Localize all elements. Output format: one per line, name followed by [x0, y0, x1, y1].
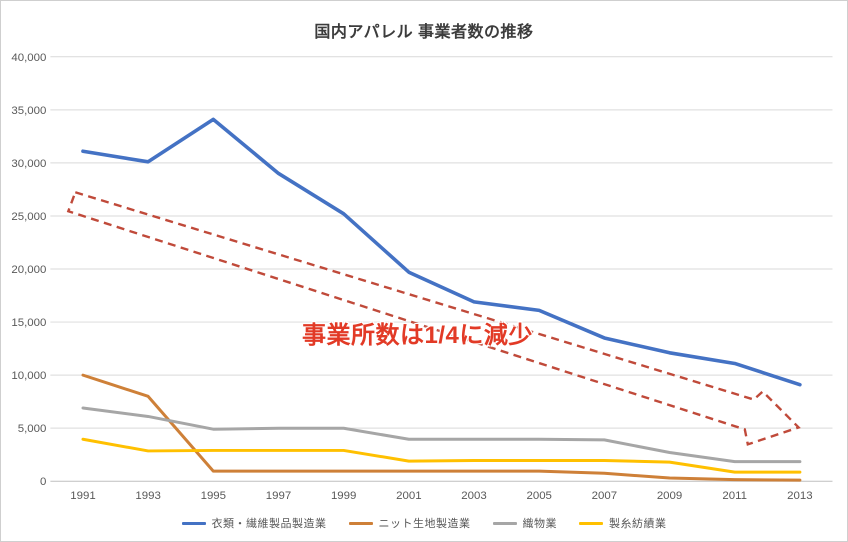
y-tick-label: 25,000	[11, 211, 46, 223]
y-tick-label: 15,000	[11, 317, 46, 329]
series-line-3	[81, 437, 802, 474]
series-line-2	[81, 406, 802, 464]
x-tick-label: 1995	[201, 490, 226, 502]
legend-label: ニット生地製造業	[378, 518, 471, 530]
legend-line-swatch	[492, 521, 517, 525]
legend-line-swatch	[579, 521, 603, 525]
x-tick-label: 1991	[70, 490, 95, 502]
y-tick-label: 0	[40, 476, 46, 488]
legend-label: 製糸紡績業	[609, 518, 667, 530]
x-tick-label: 2013	[787, 490, 812, 502]
x-tick-label: 2003	[461, 490, 486, 502]
y-tick-label: 35,000	[11, 105, 46, 117]
legend-line-swatch	[348, 521, 373, 525]
x-tick-label: 2009	[657, 490, 682, 502]
y-tick-label: 10,000	[11, 370, 46, 382]
y-tick-label: 30,000	[11, 158, 46, 170]
legend-label: 織物業	[522, 518, 557, 530]
x-tick-label: 2005	[526, 490, 551, 502]
y-tick-label: 20,000	[11, 264, 46, 276]
y-tick-label: 40,000	[11, 52, 46, 64]
series-line-0	[81, 117, 802, 387]
legend-item-2: 織物業	[492, 515, 558, 531]
legend-item-0: 衣類・繊維製品製造業	[181, 515, 327, 531]
annotation-text: 事業所数は1/4に減少	[302, 322, 533, 349]
y-tick-label: 5,000	[18, 423, 47, 435]
x-tick-label: 2001	[396, 490, 421, 502]
legend-item-1: ニット生地製造業	[348, 515, 471, 531]
legend: 衣類・繊維製品製造業 ニット生地製造業 織物業 製糸紡績業	[1, 515, 847, 531]
legend-line-swatch	[181, 521, 206, 525]
chart-title: 国内アパレル 事業者数の推移	[314, 24, 534, 41]
x-tick-label: 2007	[592, 490, 617, 502]
legend-label: 衣類・繊維製品製造業	[211, 518, 327, 530]
x-tick-label: 1999	[331, 490, 356, 502]
series-line-1	[81, 373, 802, 482]
x-tick-label: 1993	[135, 490, 160, 502]
legend-item-3: 製糸紡績業	[579, 515, 667, 531]
x-tick-label: 2011	[722, 490, 747, 502]
trend-arrow	[66, 190, 801, 446]
x-tick-label: 1997	[266, 490, 291, 502]
